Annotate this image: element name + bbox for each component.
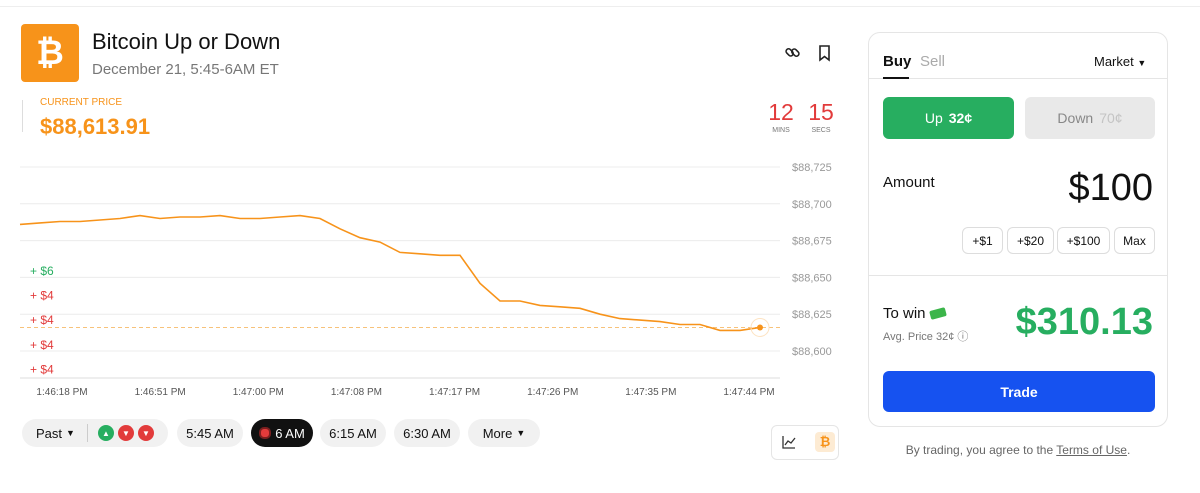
trade-button[interactable]: Trade — [883, 371, 1155, 412]
chip[interactable]: +$20 — [1007, 227, 1054, 254]
seconds-label: SECS — [811, 127, 831, 134]
footer: By trading, you agree to the Terms of Us… — [868, 443, 1168, 457]
x-tick-label: 1:47:44 PM — [723, 387, 774, 398]
x-tick-label: 1:47:00 PM — [233, 387, 284, 398]
btc-toggle[interactable]: ₿ — [815, 432, 835, 452]
trade-marker: + $4 — [30, 362, 54, 376]
down-price: 70¢ — [1099, 110, 1123, 126]
down-button[interactable]: Down 70¢ — [1025, 97, 1155, 139]
price-label: CURRENT PRICE — [40, 97, 123, 108]
tab-underline — [883, 77, 909, 79]
to-win-text: To win — [883, 305, 926, 322]
minutes: 12 — [768, 99, 794, 125]
trade-marker: + $6 — [30, 264, 54, 278]
chip[interactable]: +$1 — [962, 227, 1003, 254]
divider — [22, 100, 23, 132]
chart-toggle[interactable]: ₿ — [771, 425, 839, 460]
y-tick-label: $88,700 — [792, 199, 832, 211]
buy-tab[interactable]: Buy — [883, 53, 912, 70]
avg-price-text: Avg. Price 32¢ — [883, 331, 955, 343]
order-type[interactable]: Market ▼ — [1094, 54, 1147, 69]
time-button-active[interactable]: 6 AM — [251, 419, 313, 447]
x-tick-label: 1:47:17 PM — [429, 387, 480, 398]
up-button[interactable]: Up 32¢ — [883, 97, 1014, 139]
up-price: 32¢ — [948, 110, 973, 126]
chip[interactable]: Max — [1114, 227, 1155, 254]
past-label: Past — [36, 425, 63, 441]
time-label: 6 AM — [275, 425, 305, 441]
down-label: Down — [1057, 110, 1094, 126]
footer-end: . — [1126, 443, 1131, 457]
y-tick-label: $88,650 — [792, 272, 832, 284]
amount-label: Amount — [883, 174, 935, 191]
chip[interactable]: +$100 — [1057, 227, 1110, 254]
past-filter[interactable]: Past ▼ ▲ ▼ ▼ — [22, 419, 168, 447]
x-tick-label: 1:46:18 PM — [36, 387, 87, 398]
icons[interactable] — [784, 44, 834, 62]
endpoint — [757, 324, 763, 331]
amount[interactable]: $100 — [1068, 167, 1153, 209]
top-border — [0, 6, 1200, 7]
trade-marker: + $4 — [30, 313, 54, 327]
separator — [869, 78, 1167, 79]
footer-text: By trading, you agree to the — [905, 443, 1054, 457]
subtitle: December 21, 5:45-6AM ET — [92, 61, 279, 78]
avg-price: Avg. Price 32¢ ⓘ — [883, 331, 969, 343]
separator — [869, 275, 1167, 276]
y-tick-label: $88,625 — [792, 309, 832, 321]
y-tick-label: $88,600 — [792, 346, 832, 358]
time-button[interactable]: 6:30 AM — [394, 419, 460, 447]
y-tick-label: $88,675 — [792, 236, 832, 248]
more-button[interactable]: More ▼ — [468, 419, 540, 447]
x-tick-label: 1:47:35 PM — [625, 387, 676, 398]
trade-marker: + $4 — [30, 338, 54, 352]
logo: ₿ — [21, 24, 79, 82]
y-tick-label: $88,725 — [792, 162, 832, 174]
price-line — [19, 214, 761, 332]
time-button[interactable]: 6:15 AM — [320, 419, 386, 447]
price: $88,613.91 — [40, 114, 151, 139]
endpoint-halo — [750, 317, 770, 337]
time-button[interactable]: 5:45 AM — [177, 419, 243, 447]
to-win-label: To win — [883, 305, 947, 322]
x-tick-label: 1:47:08 PM — [331, 387, 382, 398]
to-win: $310.13 — [1015, 301, 1153, 343]
up-label: Up — [924, 110, 943, 126]
more-label: More — [482, 425, 513, 441]
x-tick-label: 1:47:26 PM — [527, 387, 578, 398]
trade-marker: + $4 — [30, 289, 54, 303]
sell-tab[interactable]: Sell — [920, 53, 946, 70]
minutes-label: MINS — [772, 127, 790, 134]
x-tick-label: 1:46:51 PM — [135, 387, 186, 398]
title: Bitcoin Up or Down — [92, 29, 281, 54]
trade-panel: Buy Sell Market ▼ Up 32¢ Down 70¢ Amount $… — [868, 32, 1168, 427]
terms-link[interactable]: Terms of Use — [1056, 443, 1127, 457]
order-type-label: Market — [1094, 54, 1134, 69]
seconds: 15 — [808, 99, 834, 125]
